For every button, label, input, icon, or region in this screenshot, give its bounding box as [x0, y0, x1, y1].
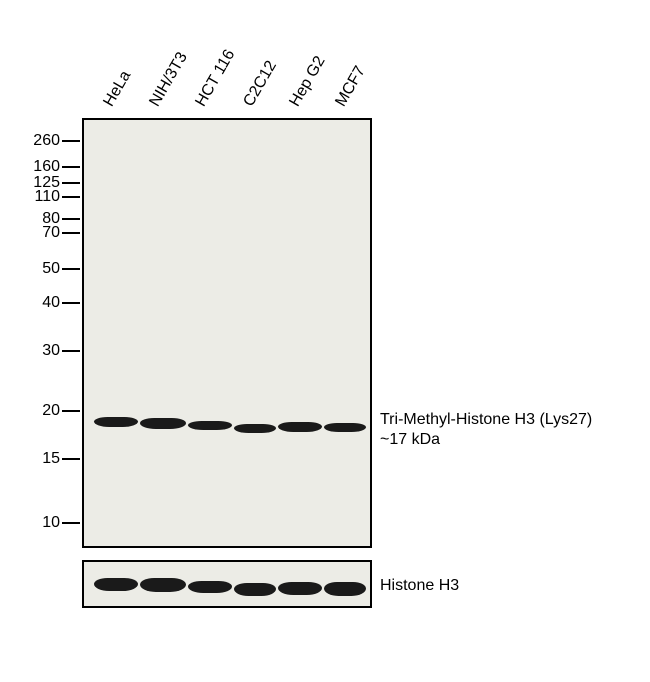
mw-tick: [62, 182, 80, 184]
mw-tick: [62, 350, 80, 352]
mw-value: 20: [42, 402, 62, 420]
band: [278, 582, 322, 595]
mw-marker: 10: [42, 514, 80, 532]
mw-marker: 50: [42, 260, 80, 278]
mw-tick: [62, 140, 80, 142]
mw-tick: [62, 302, 80, 304]
mw-tick: [62, 458, 80, 460]
loading-control-name: Histone H3: [380, 577, 459, 594]
mw-marker: 15: [42, 450, 80, 468]
band: [324, 423, 366, 432]
band: [324, 582, 366, 596]
molecular-weight-ladder: 260 160 125 110 80 70 50 40 30 20 15 10: [10, 118, 80, 548]
lane-label: MCF7: [332, 63, 369, 110]
mw-tick: [62, 166, 80, 168]
western-blot-figure: HeLa NIH/3T3 HCT 116 C2C12 Hep G2 MCF7 2…: [0, 0, 650, 682]
blot-main: [82, 118, 372, 548]
band: [234, 424, 276, 433]
mw-marker: 70: [42, 224, 80, 242]
lane-label: C2C12: [240, 58, 280, 110]
band: [278, 422, 322, 432]
target-size: ~17 kDa: [380, 430, 592, 450]
band: [188, 421, 232, 430]
mw-marker: 20: [42, 402, 80, 420]
mw-marker: 110: [34, 188, 80, 206]
band: [94, 578, 138, 591]
mw-marker: 40: [42, 294, 80, 312]
mw-value: 30: [42, 342, 62, 360]
band: [94, 417, 138, 427]
mw-value: 15: [42, 450, 62, 468]
mw-value: 70: [42, 224, 62, 242]
mw-tick: [62, 522, 80, 524]
target-name: Tri-Methyl-Histone H3 (Lys27): [380, 410, 592, 430]
loading-annotation: Histone H3: [380, 576, 459, 596]
mw-tick: [62, 196, 80, 198]
band: [140, 418, 186, 429]
mw-tick: [62, 218, 80, 220]
mw-marker: 30: [42, 342, 80, 360]
mw-tick: [62, 268, 80, 270]
band: [188, 581, 232, 593]
mw-tick: [62, 410, 80, 412]
mw-value: 50: [42, 260, 62, 278]
mw-value: 10: [42, 514, 62, 532]
mw-marker: 260: [33, 132, 80, 150]
lane-labels-row: HeLa NIH/3T3 HCT 116 C2C12 Hep G2 MCF7: [90, 10, 380, 110]
target-annotation: Tri-Methyl-Histone H3 (Lys27) ~17 kDa: [380, 410, 592, 450]
band: [140, 578, 186, 592]
mw-value: 40: [42, 294, 62, 312]
blot-loading-control: [82, 560, 372, 608]
lane-label: Hep G2: [286, 53, 329, 110]
lane-label: HeLa: [100, 68, 135, 110]
lane-label: NIH/3T3: [146, 49, 191, 110]
band: [234, 583, 276, 596]
mw-value: 110: [34, 188, 62, 206]
lane-label: HCT 116: [192, 47, 239, 110]
mw-tick: [62, 232, 80, 234]
mw-value: 260: [33, 132, 62, 150]
